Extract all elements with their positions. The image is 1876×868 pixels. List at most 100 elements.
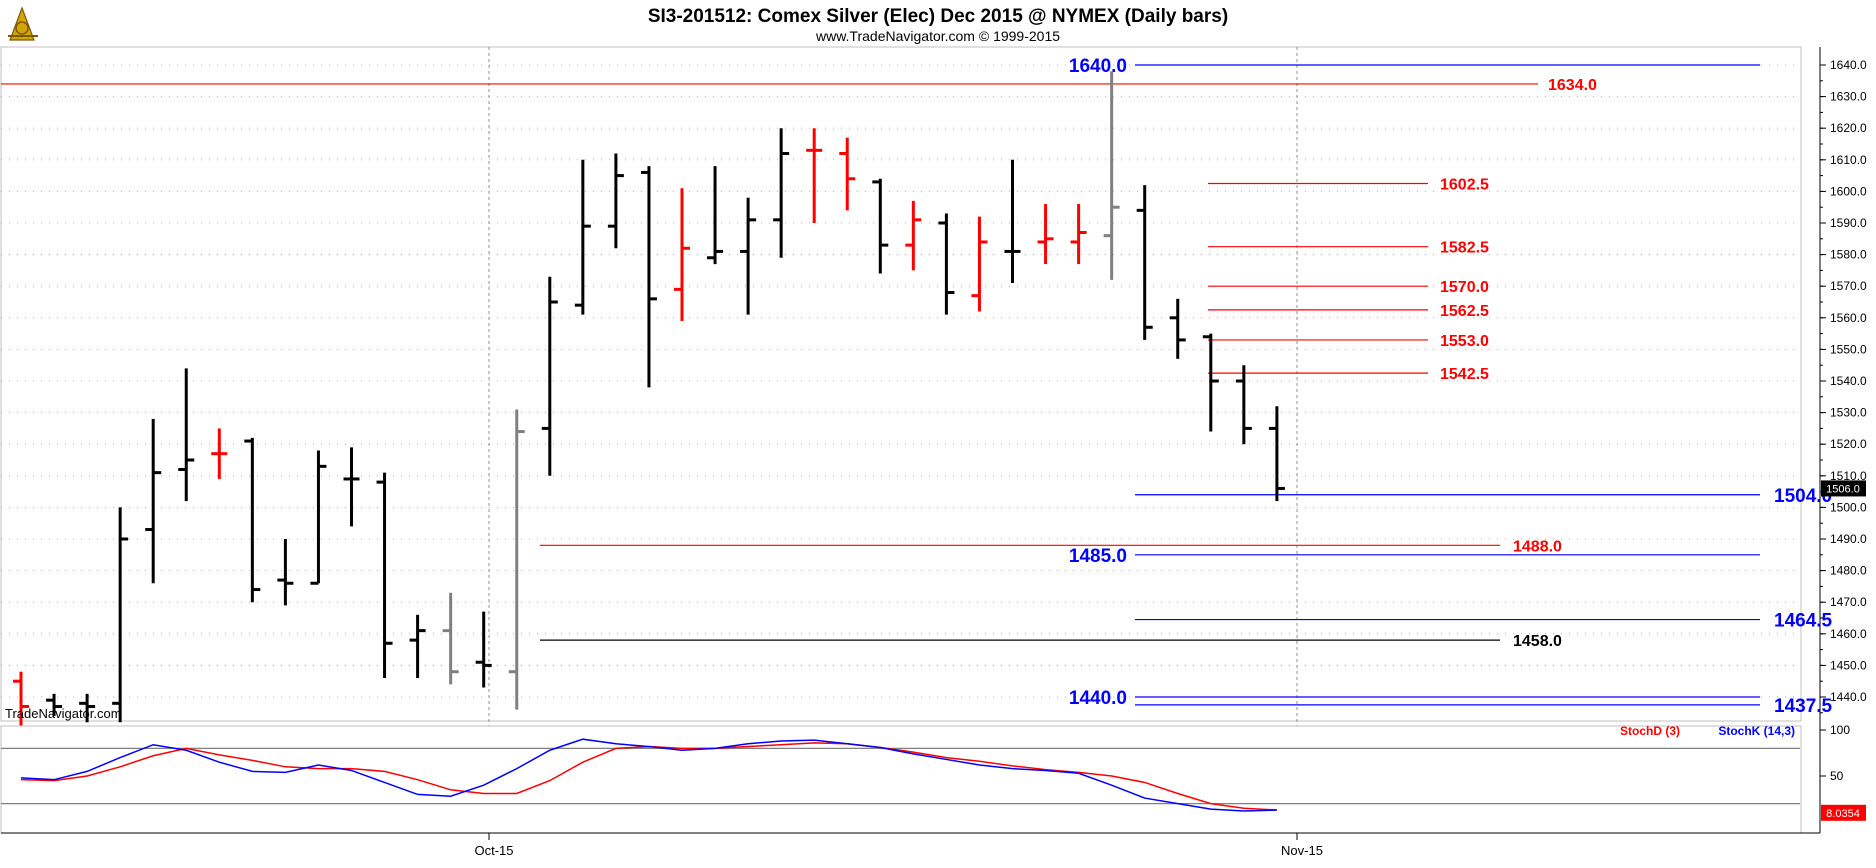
ohlc-bar: [905, 200, 922, 271]
y-tick-label: 1450.0: [1830, 658, 1867, 672]
ohlc-bar: [46, 693, 63, 716]
ohlc-bar: [1235, 365, 1252, 445]
y-tick-label: 1580.0: [1830, 248, 1867, 262]
ohlc-bar: [872, 178, 889, 274]
ohlc-bars: [13, 71, 1285, 726]
ohlc-bar: [211, 428, 228, 479]
y-tick-label: 1480.0: [1830, 564, 1867, 578]
ohlc-bar: [409, 614, 426, 679]
y-tick-label: 1530.0: [1830, 406, 1867, 420]
logo: [8, 6, 38, 41]
ohlc-bar: [938, 213, 955, 315]
level-label: 1504.0: [1774, 486, 1832, 507]
time-axis: Oct-15 Nov-15: [1, 832, 1820, 858]
ohlc-bar: [244, 437, 261, 603]
ohlc-bar: [806, 128, 823, 223]
price-panel: [0, 46, 1802, 722]
y-tick-label: 1520.0: [1830, 437, 1867, 451]
ohlc-bar: [343, 447, 360, 527]
y-tick-label: 1570.0: [1830, 279, 1867, 293]
ohlc-bar: [1268, 406, 1285, 502]
y-tick-label: 1500.0: [1830, 500, 1867, 514]
legend-stochd: StochD (3): [1620, 724, 1680, 738]
ohlc-bar: [442, 592, 459, 685]
ohlc-bar: [13, 671, 29, 726]
ohlc-bar: [707, 166, 724, 265]
level-label: 1488.0: [1513, 538, 1562, 555]
y-tick-label: 1440.0: [1830, 690, 1867, 704]
ohlc-bar: [574, 159, 591, 315]
ohlc-bar: [112, 507, 129, 723]
y-tick-label: 1460.0: [1830, 627, 1867, 641]
sextant-logo-icon: [8, 6, 38, 41]
ohlc-bar: [475, 611, 492, 688]
ohlc-bar: [1037, 204, 1054, 265]
stoch-tick-label: 50: [1830, 769, 1844, 783]
y-tick-label: 1550.0: [1830, 342, 1867, 356]
x-tick-label: Oct-15: [474, 843, 513, 858]
price-axis: 1440.0 1450.0 1460.0 1470.0 1480.0 1490.0 1500…: [1819, 47, 1867, 833]
level-label: 1437.5: [1774, 696, 1833, 717]
level-label: 1553.0: [1440, 333, 1489, 350]
ohlc-bar: [1202, 333, 1219, 432]
level-label: 1542.5: [1440, 366, 1489, 383]
level-label: 1562.5: [1440, 303, 1489, 320]
y-tick-label: 1490.0: [1830, 532, 1867, 546]
ohlc-bar: [178, 368, 195, 502]
ohlc-bar: [740, 197, 757, 315]
chart-subtitle: www.TradeNavigator.com © 1999-2015: [815, 28, 1060, 44]
level-label: 1485.0: [1069, 546, 1127, 567]
y-tick-label: 1540.0: [1830, 374, 1867, 388]
svg-text:1506.0: 1506.0: [1826, 483, 1860, 495]
ohlc-bar: [277, 539, 294, 606]
price-grid: [1, 47, 1800, 833]
ohlc-bar: [971, 216, 988, 312]
level-label: 1458.0: [1513, 633, 1562, 650]
ohlc-bar: [541, 276, 558, 476]
ohlc-bar: [310, 450, 327, 585]
level-label: 1634.0: [1548, 77, 1597, 94]
ohlc-bar: [1004, 159, 1021, 284]
ohlc-bar: [674, 188, 690, 321]
level-label: 1440.0: [1069, 688, 1127, 709]
x-tick-label: Nov-15: [1281, 843, 1323, 858]
y-tick-label: 1630.0: [1830, 90, 1867, 104]
ohlc-bar: [640, 166, 657, 388]
last-price-marker: 1506.0: [1821, 480, 1866, 497]
y-tick-label: 1560.0: [1830, 311, 1867, 325]
ohlc-bar: [1136, 185, 1153, 340]
ohlc-bar: [1169, 298, 1186, 359]
stochastic-lines: 50 100 8.0354: [1, 723, 1866, 821]
level-label: 1602.5: [1440, 177, 1489, 194]
y-tick-label: 1610.0: [1830, 153, 1867, 167]
stochastic-panel: [0, 725, 1802, 834]
stoch-series-line: [20, 738, 1277, 812]
level-label: 1464.5: [1774, 611, 1833, 632]
y-tick-label: 1470.0: [1830, 595, 1867, 609]
stoch-tick-label: 100: [1830, 723, 1850, 737]
stoch-last-value: 8.0354: [1821, 804, 1866, 821]
y-tick-label: 1590.0: [1830, 216, 1867, 230]
ohlc-bar: [607, 153, 624, 249]
ohlc-bar: [508, 409, 525, 710]
ohlc-bar: [376, 472, 393, 679]
ohlc-bar: [79, 693, 96, 723]
level-label: 1582.5: [1440, 240, 1489, 257]
ohlc-bar: [1070, 204, 1087, 265]
legend-stochk: StochK (14,3): [1718, 724, 1795, 738]
ohlc-bar: [773, 128, 790, 258]
y-tick-label: 1640.0: [1830, 58, 1867, 72]
y-tick-label: 1620.0: [1830, 121, 1867, 135]
y-tick-label: 1510.0: [1830, 469, 1867, 483]
y-tick-label: 1600.0: [1830, 184, 1867, 198]
ohlc-bar: [839, 137, 856, 211]
level-label: 1570.0: [1440, 279, 1489, 296]
chart-title: SI3-201512: Comex Silver (Elec) Dec 2015…: [648, 6, 1228, 27]
watermark: TradeNavigator.com: [5, 706, 122, 721]
ohlc-bar: [145, 418, 162, 584]
svg-text:8.0354: 8.0354: [1826, 808, 1860, 820]
level-label: 1640.0: [1069, 56, 1127, 77]
ohlc-bar: [1103, 71, 1120, 280]
